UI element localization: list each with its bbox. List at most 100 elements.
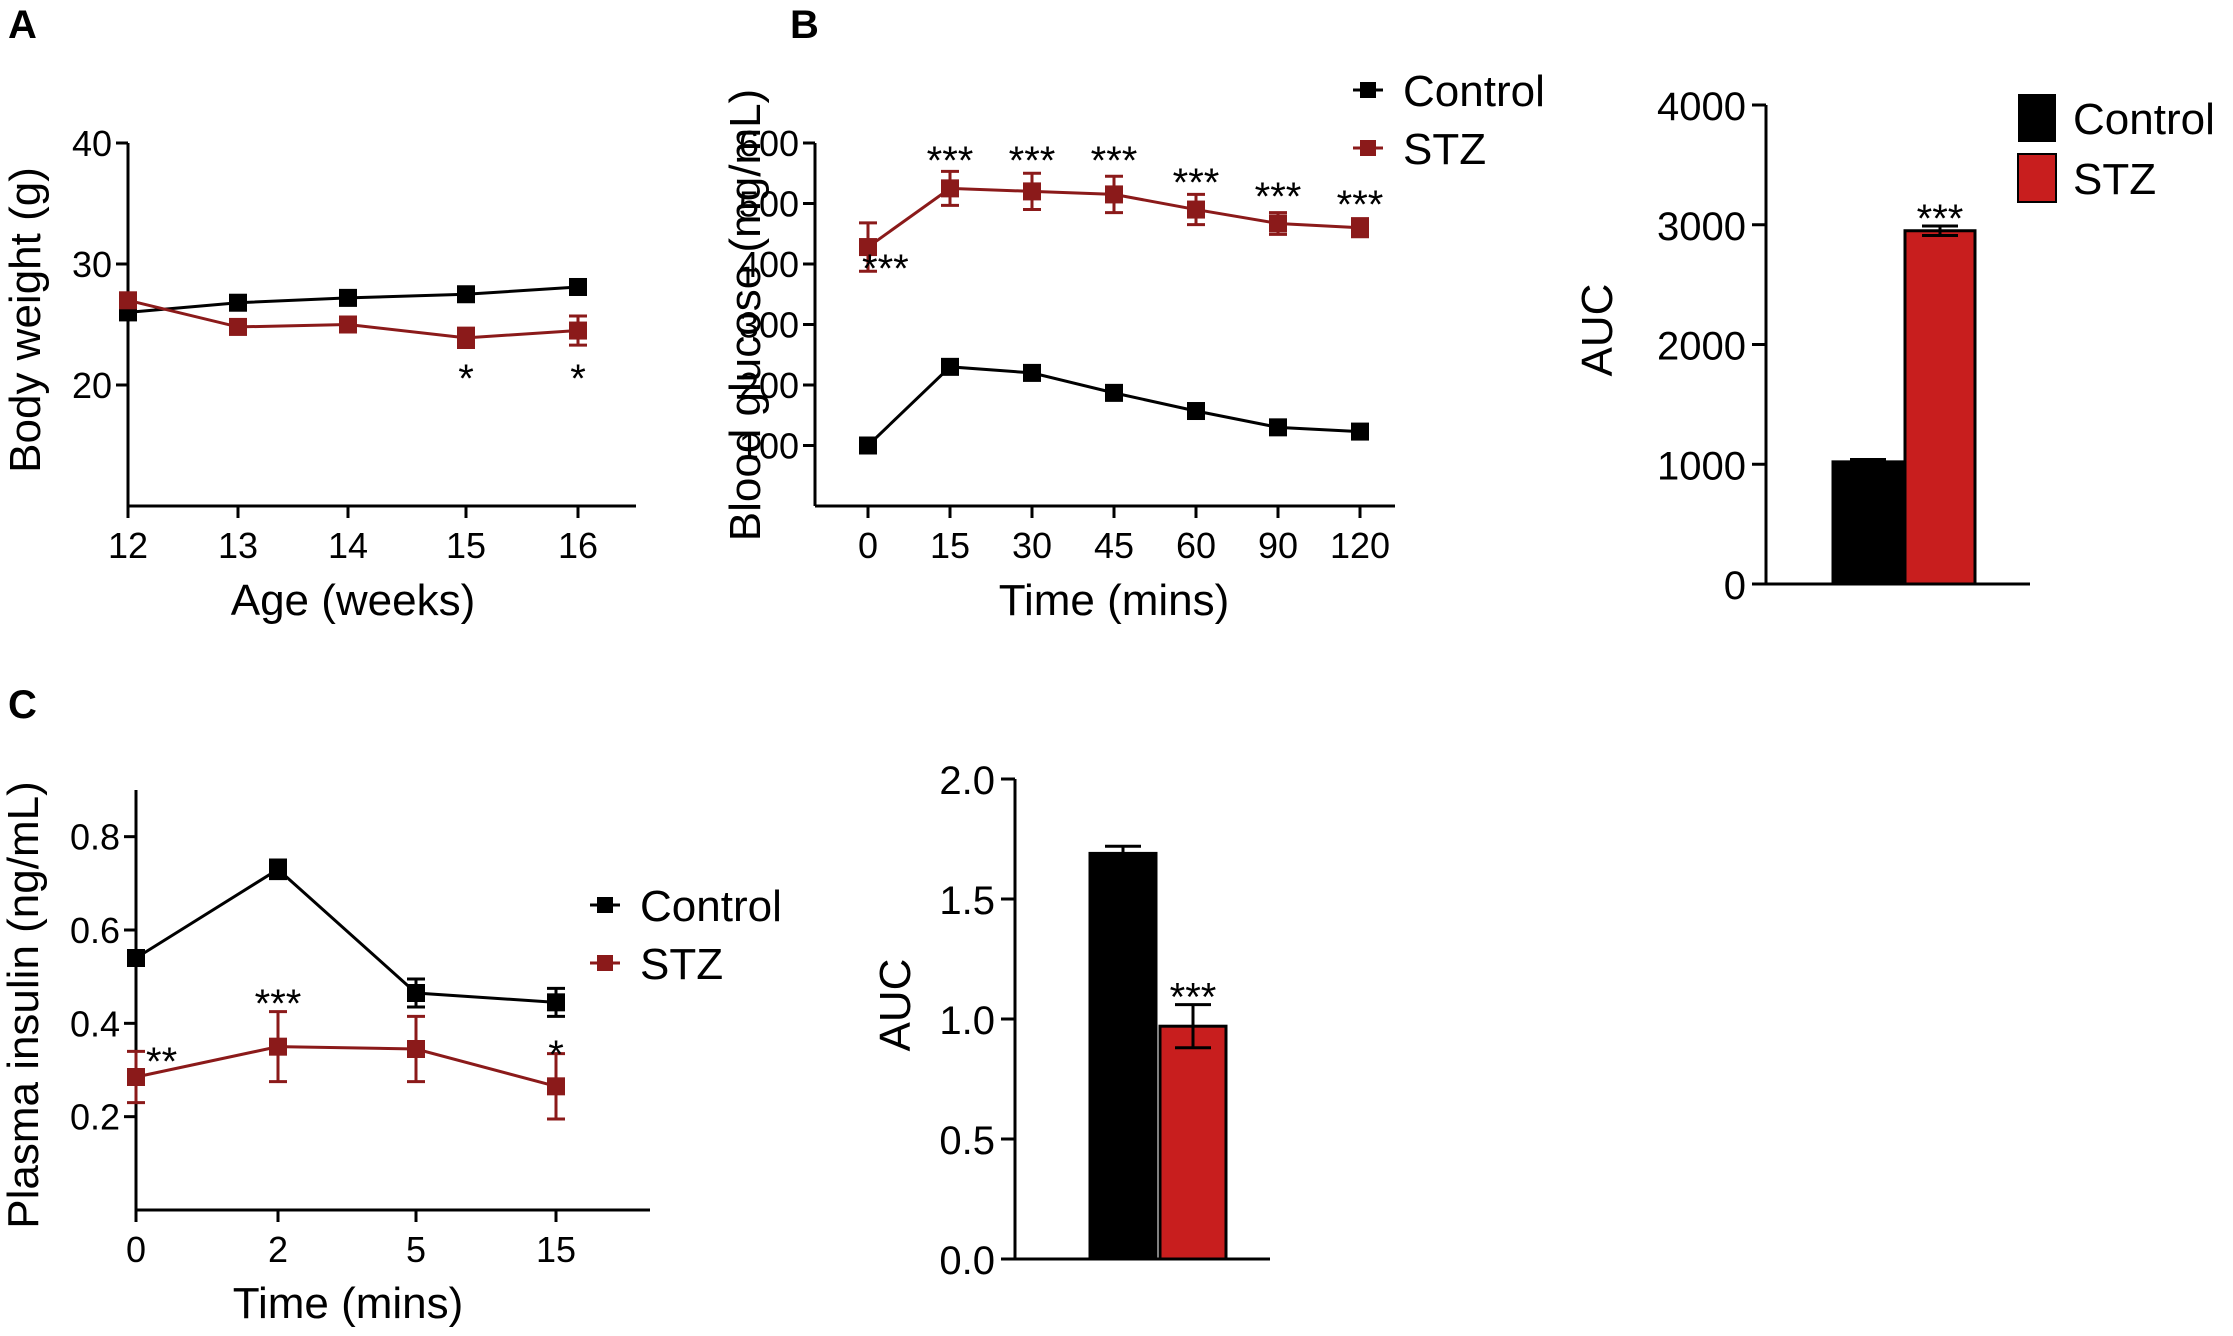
panelC-series-1-point (269, 1037, 287, 1056)
panelA-x-tick-label: 12 (108, 525, 148, 566)
panelC-series-0-point (407, 984, 425, 1002)
panelA-series-0-point (457, 285, 475, 304)
panelB_auc-y-tick-label: 1000 (1657, 444, 1746, 488)
panelC-series-1-point (407, 1040, 425, 1058)
panelC-y-tick-label: 0.6 (70, 910, 120, 951)
panelC-series-0-line (135, 867, 557, 1004)
panelC_auc-y-tick-label: 2.0 (939, 759, 995, 803)
panelB-y-tick-label: 500 (739, 184, 799, 225)
panelC-legend-stz-marker (597, 955, 613, 971)
panelC_auc-y-axis-label: AUC (871, 959, 920, 1052)
panelA-significance-label: * (570, 357, 586, 401)
panelC-x-tick-label: 15 (536, 1229, 576, 1270)
panelB_auc-significance-label: *** (1917, 197, 1964, 241)
panelB_auc-bar-1 (1903, 229, 1977, 586)
panelA-x-tick-label: 16 (558, 525, 598, 566)
panel-letter-b: B (790, 3, 819, 47)
panelB-y-tick-label: 400 (739, 244, 799, 285)
panelB-significance-label: *** (1009, 139, 1056, 183)
panelB-legend-control-marker (1360, 82, 1376, 98)
panelB-series-1-point (1023, 182, 1041, 201)
panelB_auc-bar-0 (1831, 460, 1905, 586)
panelB-significance-label: *** (862, 247, 909, 291)
panelB-series-1-point (1105, 185, 1123, 204)
panelC-series-1-point (547, 1077, 565, 1096)
panelB-series-0-point (1023, 363, 1041, 382)
panelB_auc-y-tick-label: 2000 (1657, 325, 1746, 369)
panelC-series-0-point (269, 860, 287, 879)
panelB_auc-y-tick-label: 3000 (1657, 205, 1746, 249)
panelA-x-axis-label: Age (weeks) (231, 576, 476, 625)
panelB_auc-y-tick-label: 0 (1724, 564, 1746, 608)
panelB-x-tick-label: 120 (1330, 525, 1390, 566)
panelA-significance-label: * (458, 357, 474, 401)
panelC-series-1-line (135, 1045, 557, 1088)
panelC-legend-control-label: Control (640, 882, 782, 931)
panelA-series-1-point (569, 321, 587, 340)
panelB-significance-label: *** (927, 139, 974, 183)
panelA-series-1-point (119, 291, 137, 310)
panelA-y-tick-label: 20 (72, 365, 112, 406)
panelA-y-tick-label: 30 (72, 244, 112, 285)
panelC-series-1-point (127, 1068, 145, 1086)
panelB-legend-stz-label: STZ (1403, 125, 1486, 174)
panelB-series-0-point (1269, 418, 1287, 437)
panelC-y-tick-label: 0.2 (70, 1097, 120, 1138)
panelB-x-tick-label: 0 (858, 525, 878, 566)
panelC-series-0-point (547, 993, 565, 1012)
panelB-series-1-point (1187, 200, 1205, 219)
panelB_auc-legend-control-label: Control (2073, 95, 2215, 144)
panelC_auc-y-tick-label: 1.5 (939, 879, 995, 923)
panelC-x-tick-label: 5 (406, 1229, 426, 1270)
panelC-x-tick-label: 2 (268, 1229, 288, 1270)
panelC-y-tick-label: 0.8 (70, 817, 120, 858)
panelC-significance-label: * (548, 1033, 564, 1077)
panelB-series-1-point (1269, 214, 1287, 233)
panelB-series-0-point (1187, 402, 1205, 421)
panelB_auc-y-axis-label: AUC (1573, 284, 1622, 377)
panelC_auc-bar-0 (1088, 851, 1158, 1261)
panelB-significance-label: *** (1255, 175, 1302, 219)
panelC_auc-y-tick-label: 1.0 (939, 999, 995, 1043)
panelA-x-tick-label: 14 (328, 525, 368, 566)
panelC_auc-significance-label: *** (1170, 976, 1217, 1020)
panelA-series-0-point (229, 293, 247, 312)
panelA-x-tick-label: 15 (446, 525, 486, 566)
panelB-y-tick-label: 200 (739, 365, 799, 406)
panelA-x-tick-label: 13 (218, 525, 258, 566)
panelC_auc-y-tick-label: 0.0 (939, 1239, 995, 1283)
panelA-series-0-point (569, 277, 587, 296)
panelB-series-0-point (941, 357, 959, 376)
panelB-y-tick-label: 100 (739, 426, 799, 467)
panelB-x-tick-label: 30 (1012, 525, 1052, 566)
panelB_auc-legend-stz-label: STZ (2073, 155, 2156, 204)
panelA-y-tick-label: 40 (72, 123, 112, 164)
panelB-x-tick-label: 60 (1176, 525, 1216, 566)
panelC-legend-stz-label: STZ (640, 940, 723, 989)
panelB-x-tick-label: 15 (930, 525, 970, 566)
panelA-series-1-point (457, 328, 475, 347)
panelB-legend-control-label: Control (1403, 67, 1545, 116)
panelA-series-0-point (339, 288, 357, 307)
panelC-y-axis-label: Plasma insulin (ng/mL) (0, 781, 48, 1229)
panelB_auc-y-tick-label: 4000 (1657, 85, 1746, 129)
panelC-significance-label: ** (146, 1040, 177, 1084)
panelB_auc-legend-stz-swatch (2017, 153, 2057, 203)
panelC_auc-bar-1 (1158, 1024, 1228, 1261)
panelA-y-axis-label: Body weight (g) (1, 167, 50, 473)
panelC_auc-y-tick-label: 0.5 (939, 1119, 995, 1163)
panelB-series-0-point (1351, 422, 1369, 441)
panelB-y-tick-label: 300 (739, 305, 799, 346)
panel-letter-a: A (8, 3, 37, 47)
panel-letter-c: C (8, 683, 37, 727)
panelB-significance-label: *** (1091, 139, 1138, 183)
panelC-x-tick-label: 0 (126, 1229, 146, 1270)
panelB-legend-stz-marker (1360, 140, 1376, 156)
panelC-y-tick-label: 0.4 (70, 1003, 120, 1044)
panelB-x-tick-label: 45 (1094, 525, 1134, 566)
panelB-significance-label: *** (1337, 183, 1384, 227)
panelB-series-1-point (941, 179, 959, 198)
panelC-significance-label: *** (255, 982, 302, 1026)
panelB_auc-legend-control-swatch (2018, 94, 2056, 142)
